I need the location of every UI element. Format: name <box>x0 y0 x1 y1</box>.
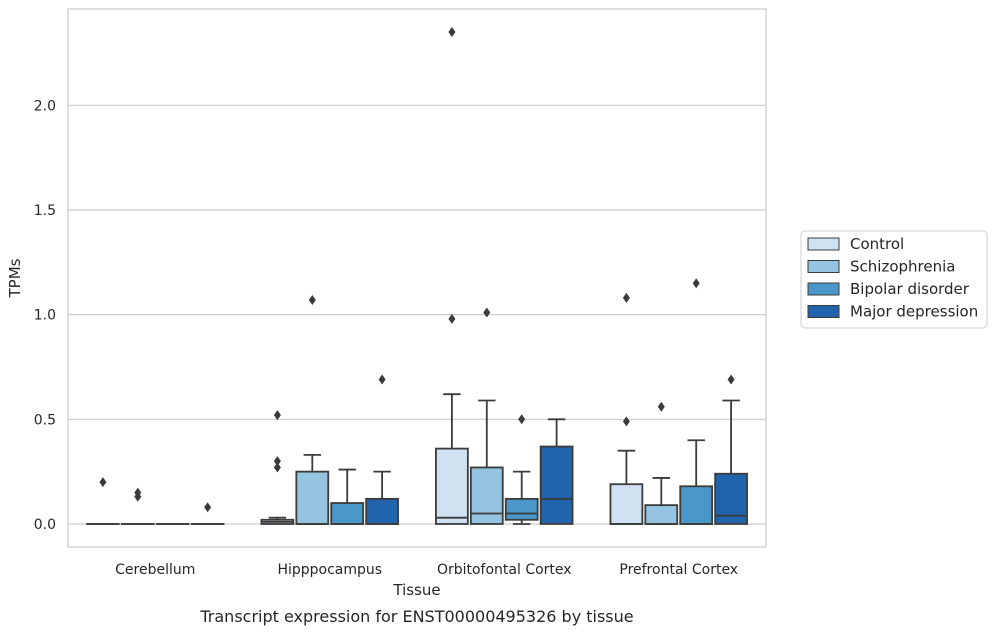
legend-frame <box>800 230 988 329</box>
box-iqr <box>679 485 714 525</box>
box-major-depression <box>190 502 225 525</box>
box-iqr <box>504 497 539 521</box>
box-iqr <box>435 447 469 525</box>
box-bipolar-disorder <box>504 414 539 525</box>
y-tick-label: 0.0 <box>34 517 56 533</box>
box-schizophrenia <box>295 294 330 525</box>
outlier-point <box>308 294 316 305</box>
y-tick-label: 2.0 <box>34 98 56 114</box>
chart-caption: Transcript expression for ENST0000049532… <box>199 607 633 626</box>
box-major-depression <box>365 374 399 525</box>
box-control <box>86 477 120 525</box>
legend-swatch <box>807 282 840 296</box>
legend-item: Control <box>807 235 904 253</box>
x-axis-label: Tissue <box>392 581 440 599</box>
y-gridlines <box>68 104 766 525</box>
x-tick-label: Orbitofontal Cortex <box>437 562 572 578</box>
x-tick-label: Hipppocampus <box>277 562 382 578</box>
box-iqr <box>609 483 644 525</box>
legend-label: Bipolar disorder <box>850 280 970 298</box>
outlier-point <box>448 313 456 324</box>
outlier-point <box>99 477 107 488</box>
outlier-point <box>273 456 281 467</box>
box-schizophrenia <box>469 307 504 525</box>
outlier-point <box>657 401 665 412</box>
box-bipolar-disorder <box>679 278 714 525</box>
box-major-depression <box>539 418 574 525</box>
box-plot-area <box>86 27 748 525</box>
legend-item: Bipolar disorder <box>807 280 970 298</box>
outlier-point <box>483 307 491 318</box>
outlier-point <box>622 416 630 427</box>
legend-swatch <box>807 305 840 318</box>
x-tick-label: Prefrontal Cortex <box>619 562 738 578</box>
legend-item: Schizophrenia <box>807 258 955 276</box>
outlier-point <box>727 374 735 385</box>
box-iqr <box>295 470 330 525</box>
outlier-point <box>204 502 212 513</box>
y-tick-label: 1.5 <box>34 203 56 219</box>
plot-frame <box>67 8 767 548</box>
outlier-point <box>622 292 630 303</box>
legend-swatch <box>807 260 840 273</box>
outlier-point <box>378 374 386 385</box>
box-iqr <box>330 502 365 525</box>
x-axis-ticks: Cerebellum Hipppocampus Orbitofontal Corte… <box>115 562 738 578</box>
box-schizophrenia <box>644 401 679 525</box>
box-iqr <box>469 466 504 525</box>
outlier-point <box>273 462 281 473</box>
legend-label: Major depression <box>850 303 978 321</box>
outlier-point <box>273 410 281 421</box>
y-tick-label: 1.0 <box>34 308 56 324</box>
box-bipolar-disorder <box>330 468 365 525</box>
legend-swatch <box>807 237 840 251</box>
legend-item: Major depression <box>807 303 978 321</box>
outlier-point <box>518 414 526 425</box>
outlier-point <box>692 278 700 289</box>
x-tick-label: Cerebellum <box>115 562 195 578</box>
box-iqr <box>365 497 399 525</box>
box-iqr <box>644 504 679 525</box>
y-axis-ticks: 0.0 0.5 1.0 1.5 2.0 <box>34 98 56 533</box>
y-tick-label: 0.5 <box>34 412 56 428</box>
legend-label: Schizophrenia <box>850 258 955 276</box>
box-iqr <box>539 445 574 525</box>
box-control <box>260 410 295 525</box>
box-major-depression <box>714 374 748 525</box>
outlier-point <box>134 487 142 498</box>
y-axis-label: TPMs <box>6 258 24 298</box>
box-control <box>609 292 644 525</box>
legend-label: Control <box>850 235 904 253</box>
outlier-point <box>448 27 456 38</box>
legend: Control Schizophrenia Bipolar disorder Majo… <box>800 230 988 329</box>
box-schizophrenia <box>120 487 155 525</box>
box-control <box>435 27 469 525</box>
